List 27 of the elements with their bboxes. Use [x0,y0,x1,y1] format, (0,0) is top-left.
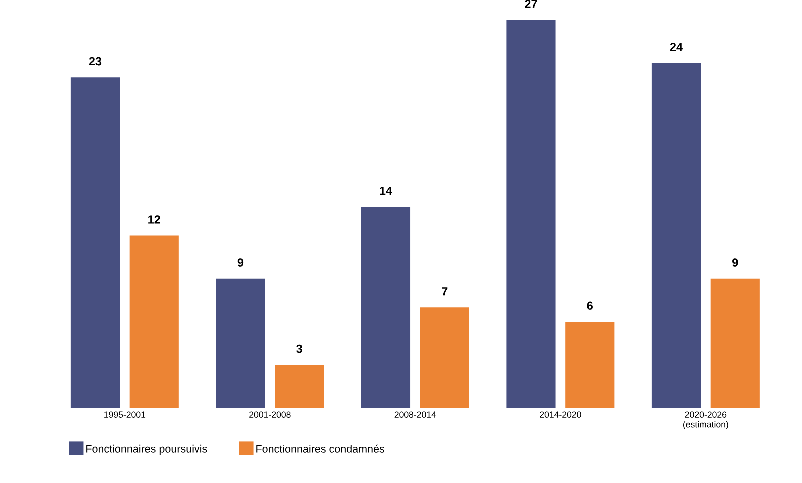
legend-label: Fonctionnaires condamnés [256,444,384,453]
x-tick-label: 2014-2020 [540,412,582,418]
x-tick-label: 2020-2026 (estimation) [684,412,728,430]
bar [361,207,411,408]
bar [275,365,324,408]
data-label: 14 [380,186,392,196]
bar [710,278,760,408]
data-label: 27 [525,0,538,8]
data-label: 7 [442,288,448,296]
data-label: 24 [670,43,683,52]
bar [130,236,179,408]
data-label: 9 [238,258,244,267]
bar [216,278,266,408]
bar [652,63,702,408]
data-label: 3 [296,344,302,354]
x-tick-label: 1995-2001 [104,412,146,418]
data-label: 23 [89,57,102,66]
data-label: 6 [587,302,593,310]
data-label: 9 [732,258,738,267]
x-tick-label: 2001-2008 [250,412,291,418]
legend-label: Fonctionnaires poursuivis [86,444,208,455]
bar [70,78,120,408]
bar [506,20,556,408]
x-tick-label: 2008-2014 [394,412,436,418]
bar [420,308,470,408]
data-label: 12 [148,216,160,224]
bar [566,322,615,408]
